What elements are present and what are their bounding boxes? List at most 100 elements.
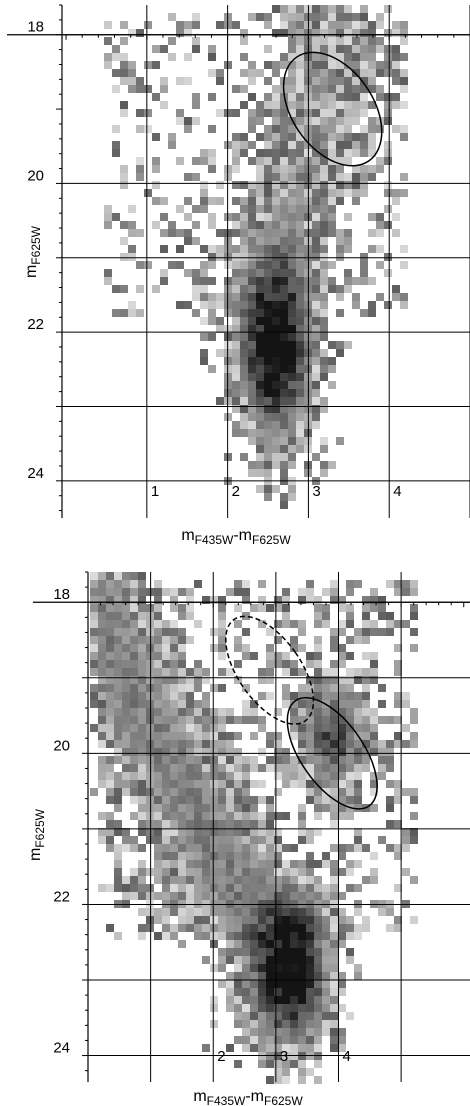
density-cell [106, 588, 114, 596]
density-cell [392, 77, 400, 85]
density-cell [330, 972, 338, 980]
density-cell [98, 644, 106, 652]
density-cell [128, 245, 136, 253]
density-cell [250, 732, 258, 740]
density-cell [210, 964, 218, 972]
density-cell [280, 373, 288, 381]
density-cell [264, 77, 272, 85]
density-cell [344, 117, 352, 125]
density-cell [322, 780, 330, 788]
density-cell [234, 1020, 242, 1028]
density-cell [280, 365, 288, 373]
density-cell [106, 716, 114, 724]
density-cell [272, 141, 280, 149]
density-cell [378, 604, 386, 612]
density-cell [320, 325, 328, 333]
density-cell [314, 604, 322, 612]
density-cell [280, 5, 288, 13]
density-cell [258, 724, 266, 732]
density-cell [282, 1012, 290, 1020]
density-cell [178, 836, 186, 844]
density-cell [322, 764, 330, 772]
density-cell [328, 365, 336, 373]
density-cell [272, 445, 280, 453]
density-cell [410, 788, 418, 796]
density-cell [256, 445, 264, 453]
density-cell [320, 29, 328, 37]
density-cell [394, 916, 402, 924]
density-cell [312, 149, 320, 157]
density-cell [298, 596, 306, 604]
density-cell [306, 1012, 314, 1020]
density-cell [234, 876, 242, 884]
density-cell [104, 53, 112, 61]
density-cell [184, 213, 192, 221]
density-cell [130, 612, 138, 620]
density-cell [256, 365, 264, 373]
density-cell [320, 21, 328, 29]
density-cell [114, 740, 122, 748]
density-cell [274, 892, 282, 900]
density-cell [248, 365, 256, 373]
density-cell [250, 884, 258, 892]
density-cell [194, 764, 202, 772]
density-cell [346, 860, 354, 868]
density-cell [170, 764, 178, 772]
density-cell [186, 700, 194, 708]
density-cell [232, 213, 240, 221]
density-cell [170, 636, 178, 644]
density-cell [154, 788, 162, 796]
density-cell [274, 988, 282, 996]
density-cell [296, 37, 304, 45]
density-cell [162, 932, 170, 940]
density-cell [210, 804, 218, 812]
density-cell [178, 740, 186, 748]
density-cell [90, 724, 98, 732]
density-cell [378, 756, 386, 764]
density-cell [258, 956, 266, 964]
density-cell [266, 940, 274, 948]
density-cell [362, 724, 370, 732]
density-cell [208, 317, 216, 325]
density-cell [210, 820, 218, 828]
density-cell [306, 908, 314, 916]
density-cell [290, 860, 298, 868]
density-cell [328, 85, 336, 93]
density-cell [226, 668, 234, 676]
density-cell [178, 636, 186, 644]
density-cell [328, 221, 336, 229]
density-cell [98, 732, 106, 740]
density-cell [352, 109, 360, 117]
density-cell [264, 437, 272, 445]
density-cell [274, 860, 282, 868]
density-cell [186, 804, 194, 812]
density-cell [328, 213, 336, 221]
density-cell [272, 269, 280, 277]
density-cell [410, 644, 418, 652]
density-cell [154, 796, 162, 804]
density-cell [218, 844, 226, 852]
density-cell [368, 173, 376, 181]
density-cell [274, 916, 282, 924]
density-cell [360, 269, 368, 277]
density-cell [376, 213, 384, 221]
density-cell [288, 397, 296, 405]
density-cell [130, 716, 138, 724]
density-cell [146, 716, 154, 724]
density-cell [314, 740, 322, 748]
density-cell [208, 333, 216, 341]
density-cell [146, 620, 154, 628]
density-cell [264, 301, 272, 309]
density-cell [242, 780, 250, 788]
density-cell [320, 373, 328, 381]
density-cell [362, 692, 370, 700]
density-cell [328, 149, 336, 157]
density-cell [314, 804, 322, 812]
density-cell [410, 604, 418, 612]
density-cell [240, 301, 248, 309]
density-cell [274, 964, 282, 972]
density-cell [400, 261, 408, 269]
density-cell [296, 117, 304, 125]
density-cell [146, 892, 154, 900]
density-cell [386, 764, 394, 772]
